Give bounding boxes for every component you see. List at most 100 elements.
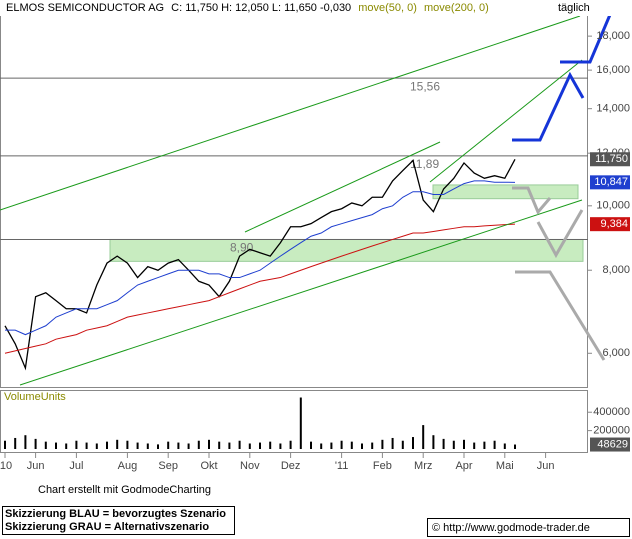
volume-bar bbox=[187, 443, 190, 449]
volume-bar bbox=[228, 442, 231, 449]
last-volume-box bbox=[590, 437, 630, 452]
volume-bar bbox=[248, 443, 251, 449]
volume-bar bbox=[177, 442, 180, 449]
volume-bar bbox=[116, 439, 119, 449]
volume-bar bbox=[279, 443, 282, 449]
level-label: 8,90 bbox=[230, 241, 254, 255]
volume-bar bbox=[452, 440, 455, 449]
x-tick-label: Sep bbox=[158, 460, 178, 472]
volume-bar bbox=[126, 440, 129, 449]
volume-bar bbox=[65, 443, 68, 449]
y-tick-label: 10,000 bbox=[596, 200, 630, 212]
volume-bar bbox=[473, 442, 476, 449]
notes-box bbox=[2, 506, 235, 535]
trend-line bbox=[0, 15, 581, 211]
x-tick-label: Mai bbox=[496, 460, 514, 472]
title: ELMOS SEMICONDUCTOR AG bbox=[6, 2, 164, 14]
volume-bar bbox=[136, 442, 139, 449]
price-line bbox=[4, 158, 516, 371]
x-tick-label: Okt bbox=[200, 460, 217, 472]
y-tick-label: 16,000 bbox=[596, 64, 630, 76]
volume-bar bbox=[146, 443, 149, 449]
credit: Chart erstellt mit GodmodeCharting bbox=[38, 484, 211, 496]
volume-bar bbox=[391, 437, 394, 449]
blue-scenario bbox=[512, 71, 585, 142]
volume-bar bbox=[238, 440, 241, 449]
volume-bar bbox=[412, 437, 414, 449]
y-tick-label: 14,000 bbox=[596, 103, 630, 115]
volume-bar bbox=[330, 442, 333, 449]
x-tick-label: Nov bbox=[240, 460, 260, 472]
x-tick-label: Jun bbox=[27, 460, 45, 472]
volume-bar bbox=[350, 441, 353, 449]
volume-bar bbox=[95, 443, 98, 449]
x-tick-label: Aug bbox=[118, 460, 138, 472]
x-tick-label: Jul bbox=[69, 460, 83, 472]
last-value-box bbox=[590, 175, 630, 190]
volume-bar bbox=[401, 440, 404, 449]
last-value-box bbox=[590, 217, 630, 232]
volume-bar bbox=[197, 440, 200, 449]
level-label: 15,56 bbox=[410, 79, 440, 93]
volume-bar bbox=[310, 441, 312, 449]
volume-panel bbox=[0, 390, 588, 453]
legend-entry: move(50, 0) bbox=[358, 2, 417, 14]
x-tick-label: Apr bbox=[455, 460, 472, 472]
gray-scenario bbox=[512, 186, 552, 215]
volume-tick-label: 400000 bbox=[593, 406, 630, 418]
blue-scenario bbox=[560, 9, 614, 64]
volume-bar bbox=[4, 440, 6, 449]
y-tick-label: 6,000 bbox=[602, 347, 630, 359]
volume-bar bbox=[320, 443, 323, 449]
volume-bar bbox=[259, 442, 261, 449]
header-bg bbox=[0, 0, 632, 16]
x-tick-label: Jun bbox=[537, 460, 555, 472]
copyright: © http://www.godmode-trader.de bbox=[432, 522, 590, 534]
x-tick-label: Feb bbox=[373, 460, 392, 472]
volume-bar bbox=[24, 435, 27, 449]
volume-tick-label: 200000 bbox=[593, 425, 630, 437]
trend-line bbox=[429, 59, 583, 183]
volume-bar bbox=[432, 435, 435, 449]
volume-bar bbox=[14, 437, 17, 449]
volume-bar bbox=[422, 425, 425, 449]
plot: 15,56 11,89 8,90 bbox=[0, 77, 588, 449]
x-tick-label: '11 bbox=[335, 460, 349, 472]
volume-bar bbox=[167, 441, 170, 449]
volume-bar bbox=[269, 441, 272, 449]
legend-entry: move(200, 0) bbox=[424, 2, 489, 14]
header: ELMOS SEMICONDUCTOR AG C: 11,750 H: 12,0… bbox=[6, 2, 489, 14]
volume-bar bbox=[493, 440, 496, 449]
note: Skizzierung BLAU = bevorzugtes Szenario bbox=[5, 508, 226, 520]
volume-bar bbox=[503, 443, 506, 449]
moving-average bbox=[4, 223, 516, 354]
note: Skizzierung GRAU = Alternativszenario bbox=[5, 521, 209, 533]
volume-bar bbox=[381, 439, 384, 449]
volume-bar bbox=[483, 441, 486, 449]
volume-bar bbox=[75, 440, 78, 449]
y-tick-label: 8,000 bbox=[602, 264, 630, 276]
gray-scenario bbox=[515, 270, 606, 361]
volume-bar bbox=[85, 442, 88, 449]
volume-bar bbox=[34, 438, 37, 449]
x-tick-label: '10 bbox=[0, 460, 12, 472]
volume-title: VolumeUnits bbox=[4, 391, 66, 403]
volume-bar bbox=[44, 441, 47, 449]
trend-line bbox=[244, 141, 441, 233]
x-tick-label: Dez bbox=[281, 460, 301, 472]
copyright-box bbox=[427, 518, 630, 537]
trend-line bbox=[19, 199, 583, 386]
volume-bar bbox=[55, 442, 57, 449]
last-value-label: 10,847 bbox=[594, 176, 628, 188]
volume-bar bbox=[208, 439, 210, 449]
volume-bar bbox=[442, 438, 445, 449]
gray-scenario bbox=[536, 209, 584, 259]
y-tick-label: 18,000 bbox=[596, 30, 630, 42]
volume-bar bbox=[361, 443, 363, 449]
last-value-label: 9,384 bbox=[600, 218, 628, 230]
support-zone bbox=[109, 238, 584, 262]
interval: täglich bbox=[558, 2, 590, 14]
volume-bar bbox=[157, 444, 159, 449]
